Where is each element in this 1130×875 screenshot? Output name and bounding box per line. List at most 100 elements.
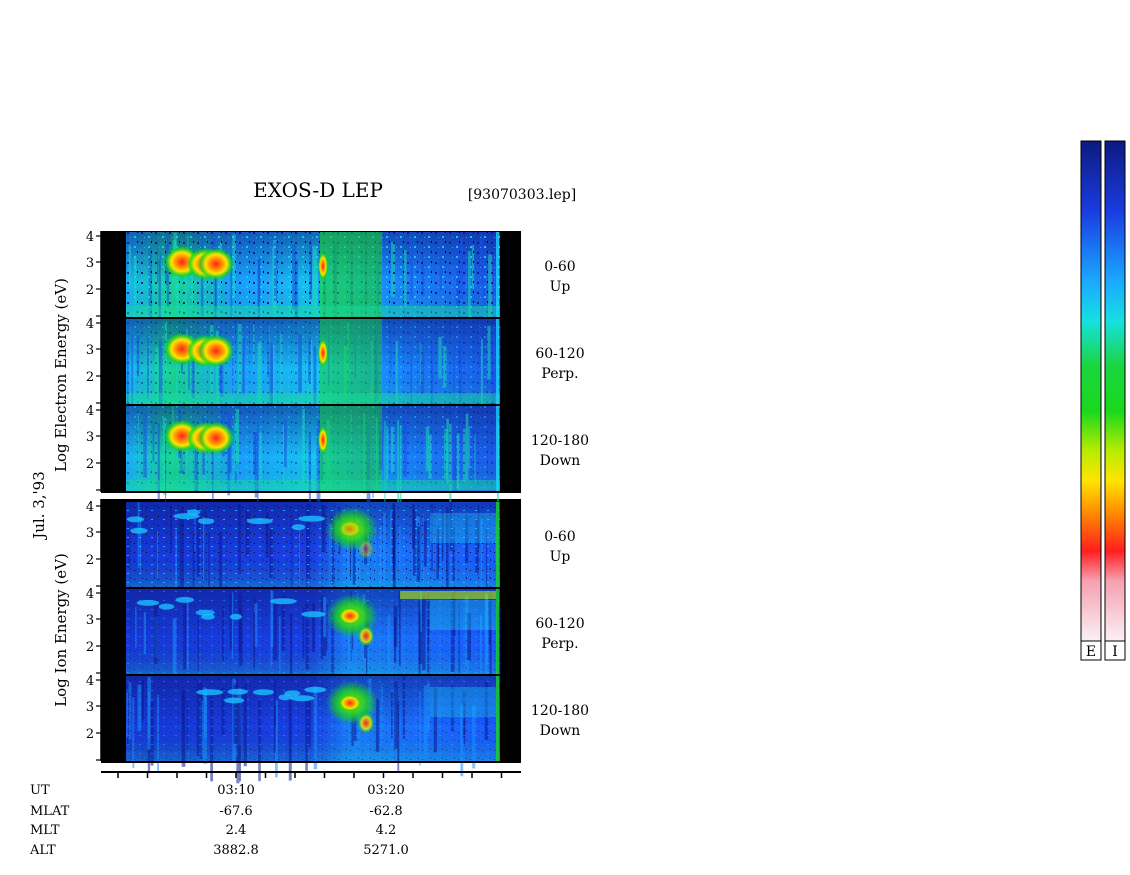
edge-line (496, 319, 499, 404)
y-tick-label: 4 (86, 230, 94, 245)
spectrogram-panels (101, 231, 521, 784)
panel-electron-0-60 (126, 232, 500, 334)
orbit-row-label-ut: UT (30, 783, 50, 798)
flux-peak (338, 607, 362, 625)
orbit-value: -62.8 (369, 804, 402, 819)
blob (224, 697, 245, 704)
burst-band (320, 406, 382, 491)
pitch-angle-label: 120-180 (531, 703, 589, 719)
pitch-angle-label: 0-60 (544, 529, 575, 545)
flux-peak (338, 520, 362, 538)
orbit-table: UT 03:10 03:20 MLAT -67.6 -62.8 MLT 2.4 4.2 ALT 38… (29, 783, 409, 858)
low-energy-strip (126, 480, 500, 490)
low-energy-strip (126, 306, 500, 316)
orbit-row-label-alt: ALT (29, 843, 56, 858)
burst-band (320, 232, 382, 317)
date-label: Jul. 3,'93 (30, 471, 48, 541)
edge-line (496, 406, 499, 491)
blob (158, 603, 175, 610)
direction-label: Up (550, 549, 571, 565)
flux-peak (198, 248, 234, 280)
orbit-value: -67.6 (219, 804, 252, 819)
y-tick-label: 4 (86, 500, 94, 515)
direction-label: Down (540, 723, 581, 739)
pitch-angle-label: 60-120 (535, 346, 584, 362)
blob (291, 524, 306, 531)
colorbar-electron (1080, 140, 1102, 642)
flux-peak (338, 694, 362, 712)
y-tick-label: 2 (86, 457, 94, 472)
y-tick-label: 2 (86, 553, 94, 568)
colorbar-ion (1104, 140, 1126, 642)
blob (298, 515, 326, 522)
flux-peak (318, 339, 328, 367)
y-tick-label: 2 (86, 283, 94, 298)
ion-energy-axis-label: Log Ion Energy (eV) (52, 553, 70, 707)
flux-peak (198, 422, 234, 454)
pitch-angle-label: 60-120 (535, 616, 584, 632)
diffuse-band (430, 513, 496, 543)
panel-electron-120-180 (126, 406, 500, 509)
colorbars: E I (1080, 140, 1126, 661)
diffuse-band (430, 687, 496, 717)
high-energy-strip (400, 591, 496, 599)
direction-label: Perp. (541, 636, 578, 652)
blob (198, 518, 215, 525)
edge-line (496, 589, 499, 674)
y-tick-label: 2 (86, 727, 94, 742)
axes: 2 3 4 0-60 Up 2 3 4 60-120 Perp. 2 3 4 120-180 Down 2 3 4… (86, 230, 589, 778)
y-tick-label: 2 (86, 370, 94, 385)
panel-electron-60-120 (126, 319, 501, 430)
y-tick-label: 4 (86, 404, 94, 419)
blob (252, 689, 274, 696)
direction-label: Up (550, 279, 571, 295)
panel-ion-60-120 (126, 589, 501, 698)
orbit-value: 4.2 (376, 823, 397, 838)
orbit-value: 2.4 (226, 823, 247, 838)
blob (269, 598, 297, 605)
orbit-value: 03:10 (217, 783, 254, 798)
y-tick-label: 2 (86, 640, 94, 655)
blob (175, 596, 195, 603)
blob (246, 518, 273, 525)
blob (130, 527, 148, 534)
flux-peak (318, 426, 328, 454)
blob (196, 689, 224, 696)
blob (304, 686, 327, 693)
panel-ion-0-60 (126, 502, 500, 614)
panel-ion-120-180 (126, 676, 500, 784)
flux-peak (358, 539, 374, 559)
pitch-angle-label: 120-180 (531, 433, 589, 449)
low-energy-strip (126, 393, 500, 403)
direction-label: Down (540, 453, 581, 469)
y-tick-label: 4 (86, 674, 94, 689)
flux-peak (198, 335, 234, 367)
blob (173, 513, 200, 520)
noise-texture (126, 589, 500, 674)
blob (126, 516, 144, 523)
colorbar-label-electron: E (1086, 644, 1096, 660)
y-tick-label: 3 (86, 343, 94, 358)
orbit-value: 03:20 (367, 783, 404, 798)
y-tick-label: 3 (86, 430, 94, 445)
edge-line (496, 502, 499, 587)
pitch-angle-label: 0-60 (544, 259, 575, 275)
direction-label: Perp. (541, 366, 578, 382)
edge-line (496, 232, 499, 317)
blob (227, 688, 248, 695)
y-tick-label: 3 (86, 700, 94, 715)
flux-peak (358, 626, 374, 646)
blob (136, 599, 160, 606)
orbit-row-label-mlt: MLT (30, 823, 60, 838)
colorbar-label-ion: I (1112, 644, 1118, 660)
blob (201, 613, 215, 620)
burst-band (320, 319, 382, 404)
file-name: [93070303.lep] (468, 187, 576, 203)
y-tick-label: 4 (86, 317, 94, 332)
y-tick-label: 3 (86, 526, 94, 541)
blob (278, 694, 292, 701)
flux-peak (358, 713, 374, 733)
chart-title: EXOS-D LEP (253, 178, 383, 202)
flux-peak (318, 252, 328, 280)
